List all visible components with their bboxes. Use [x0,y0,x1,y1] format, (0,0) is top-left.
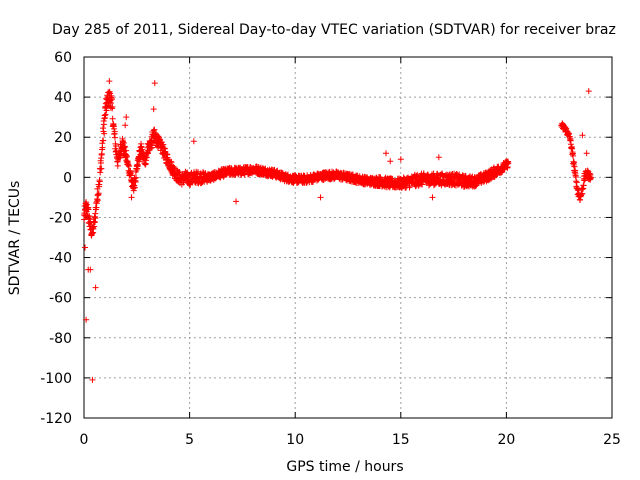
data-point [505,160,512,167]
data-point [573,178,580,185]
data-point [498,169,505,176]
data-point [151,80,158,87]
data-point [98,165,105,172]
y-axis-label: SDTVAR / TECUs [7,181,23,296]
data-point [133,174,140,181]
data-point [128,194,135,201]
data-point [580,182,587,189]
data-point [81,216,88,223]
data-point [122,144,129,151]
data-point [94,197,101,204]
data-point [429,194,436,201]
data-point [85,206,92,213]
data-point [89,376,96,383]
data-point [585,88,592,95]
y-tick-label: 0 [63,170,72,186]
y-tick-label: 60 [54,50,72,66]
data-point [233,198,240,205]
data-point [109,115,116,122]
chart-title: Day 285 of 2011, Sidereal Day-to-day VTE… [52,22,616,38]
data-point [570,152,577,159]
y-tick-label: -60 [49,291,72,307]
data-point [114,162,121,169]
x-tick-label: 20 [497,432,515,448]
axis-ticks: 60 40 20 0 -20 -40 -60 -80 -100 -120 0 5 10 15 20 25 [40,50,621,448]
data-point [122,122,129,129]
data-point [109,103,116,110]
data-point [579,132,586,139]
data-point [100,137,107,144]
data-point [92,284,99,291]
data-point [147,145,154,152]
data-point [383,150,390,157]
data-point [111,134,118,141]
y-tick-label: -120 [40,411,72,427]
data-point [108,95,115,102]
data-point [579,190,586,197]
data-point [387,158,394,165]
x-tick-label: 5 [185,432,194,448]
y-tick-label: 20 [54,130,72,146]
data-point [87,266,94,273]
x-axis-label: GPS time / hours [286,459,403,475]
data-series [81,78,594,383]
data-point [123,153,130,160]
data-point [95,190,102,197]
x-tick-label: 10 [286,432,304,448]
x-tick-label: 15 [392,432,410,448]
data-point [578,191,585,198]
x-tick-label: 25 [603,432,621,448]
data-point [150,127,157,134]
data-point [125,162,132,169]
y-tick-label: -80 [49,331,72,347]
data-point [117,152,124,159]
x-tick-label: 0 [80,432,89,448]
data-point [101,130,108,137]
data-point [120,140,127,147]
data-point [131,184,138,191]
data-point [111,128,118,135]
data-point [99,144,106,151]
data-point [102,111,109,118]
data-point [83,316,90,323]
data-point [126,163,133,170]
data-point [149,144,156,151]
data-point [419,181,426,188]
data-point [573,179,580,186]
data-point [134,162,141,169]
data-point [158,139,165,146]
y-tick-label: -100 [40,371,72,387]
data-point [435,154,442,161]
data-point [112,143,119,150]
data-point [106,78,113,85]
data-point [107,100,114,107]
y-tick-label: -20 [49,210,72,226]
data-point [160,141,167,148]
grid-lines [84,57,612,418]
data-point [123,114,130,121]
data-point [82,244,89,251]
data-point [100,121,107,128]
data-point [587,174,594,181]
data-point [101,114,108,121]
data-point [583,150,590,157]
data-point [96,178,103,185]
y-tick-label: 40 [54,90,72,106]
data-point [103,107,110,114]
data-point [571,163,578,170]
data-point [317,194,324,201]
data-point [138,143,145,150]
y-tick-label: -40 [49,251,72,267]
data-point [150,106,157,113]
data-point [119,138,126,145]
data-point [86,212,93,219]
data-point [190,138,197,145]
plot-frame [83,56,613,419]
data-point [397,156,404,163]
data-point [164,154,171,161]
data-point [92,215,99,222]
